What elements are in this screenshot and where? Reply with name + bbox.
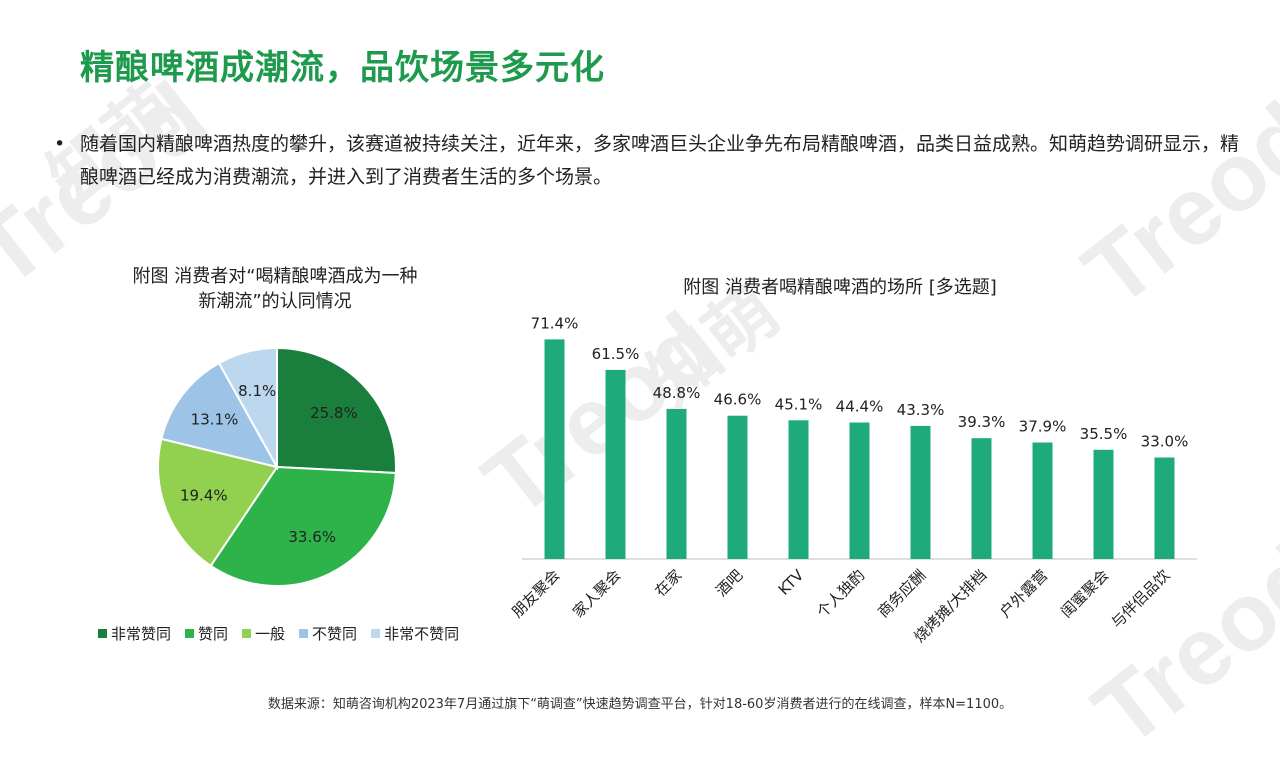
legend-swatch (185, 629, 195, 638)
pie-slice-3 (160, 361, 279, 469)
bar-value-label: 48.8% (653, 384, 701, 402)
bar-category-label: KTV (775, 566, 808, 599)
legend-item: 赞同 (185, 623, 228, 644)
bar-5 (849, 422, 870, 559)
bar-category-label: 酒吧 (712, 566, 746, 600)
bar-category-label: 户外露营 (996, 566, 1051, 621)
bar-4 (788, 420, 809, 559)
bar-value-label: 35.5% (1080, 425, 1128, 443)
bar-category-label: 个人独酌 (813, 566, 868, 621)
pie-chart: 25.8% 33.6% 19.4% 13.1% 8.1% (157, 346, 397, 587)
bar-category-label: 朋友聚会 (508, 566, 563, 621)
pie-slice-label: 19.4% (180, 487, 228, 505)
legend-swatch (98, 629, 107, 638)
legend-swatch (371, 629, 381, 638)
bar-value-label: 37.9% (1019, 418, 1067, 436)
legend-label: 非常不赞同 (384, 625, 460, 643)
pie-slice-2 (157, 437, 279, 568)
bar-value-label: 61.5% (592, 345, 640, 363)
bullet-paragraph: • 随着国内精酿啤酒热度的攀升，该赛道被持续关注，近年来，多家啤酒巨头企业争先布… (54, 128, 1240, 194)
pie-slice-0 (276, 346, 397, 475)
legend-item: 非常赞同 (98, 623, 171, 644)
legend-label: 赞同 (198, 625, 229, 643)
pie-legend: 非常赞同 赞同 一般 不赞同 非常不赞同 (98, 623, 459, 644)
legend-label: 不赞同 (312, 625, 358, 643)
legend-label: 非常赞同 (111, 625, 172, 643)
bar-8 (1032, 442, 1053, 559)
bullet-marker: • (54, 133, 66, 155)
bar-0 (544, 339, 565, 559)
legend-item: 非常不赞同 (371, 623, 459, 644)
bar-category-label: 商务应酬 (874, 566, 929, 621)
bar-6 (910, 425, 931, 559)
legend-item: 一般 (242, 623, 285, 644)
pie-slice-label: 13.1% (191, 410, 239, 428)
legend-label: 一般 (255, 625, 286, 643)
bar-value-label: 71.4% (531, 314, 579, 332)
bar-category-label: 闺蜜聚会 (1057, 566, 1112, 621)
bar-value-label: 39.3% (958, 413, 1006, 431)
pie-title-line: 附图 消费者对“喝精酿啤酒成为一种 (132, 266, 418, 287)
bar-value-label: 33.0% (1141, 433, 1189, 451)
pie-slice-label: 33.6% (288, 528, 336, 546)
bar-7 (971, 438, 992, 559)
bar-value-label: 43.3% (897, 401, 945, 419)
bar-chart: 71.4% 朋友聚会 61.5% 家人聚会 48.8% 在家 46.6% 酒吧 45.1% KTV… (508, 314, 1197, 646)
bar-3 (727, 415, 748, 559)
bar-category-label: 与伴侣品饮 (1108, 566, 1174, 632)
bar-category-label: 家人聚会 (569, 566, 624, 621)
pie-slice-1 (209, 465, 397, 587)
bar-9 (1093, 449, 1114, 559)
bar-1 (605, 369, 626, 559)
pie-slice-label: 8.1% (238, 382, 276, 400)
pie-slice-4 (217, 346, 278, 471)
bar-category-label: 在家 (651, 566, 685, 600)
pie-slice-label: 25.8% (310, 404, 358, 422)
bar-10 (1154, 457, 1175, 559)
legend-swatch (299, 629, 309, 638)
bar-value-label: 44.4% (836, 398, 884, 416)
legend-item: 不赞同 (299, 623, 357, 644)
bar-2 (666, 408, 687, 559)
page-title: 精酿啤酒成潮流，品饮场景多元化 (80, 48, 605, 88)
bar-value-label: 45.1% (775, 395, 823, 413)
bar-value-label: 46.6% (714, 391, 762, 409)
bullet-text: 随着国内精酿啤酒热度的攀升，该赛道被持续关注，近年来，多家啤酒巨头企业争先布局精… (80, 133, 1240, 188)
legend-swatch (242, 629, 252, 638)
pie-chart-title: 附图 消费者对“喝精酿啤酒成为一种 新潮流”的认同情况 (105, 264, 445, 314)
bar-chart-title: 附图 消费者喝精酿啤酒的场所 [多选题] (683, 277, 997, 298)
pie-title-line: 新潮流”的认同情况 (198, 291, 352, 312)
data-source-note: 数据来源：知萌咨询机构2023年7月通过旗下“萌调查”快速趋势调查平台，针对18… (267, 697, 1013, 712)
